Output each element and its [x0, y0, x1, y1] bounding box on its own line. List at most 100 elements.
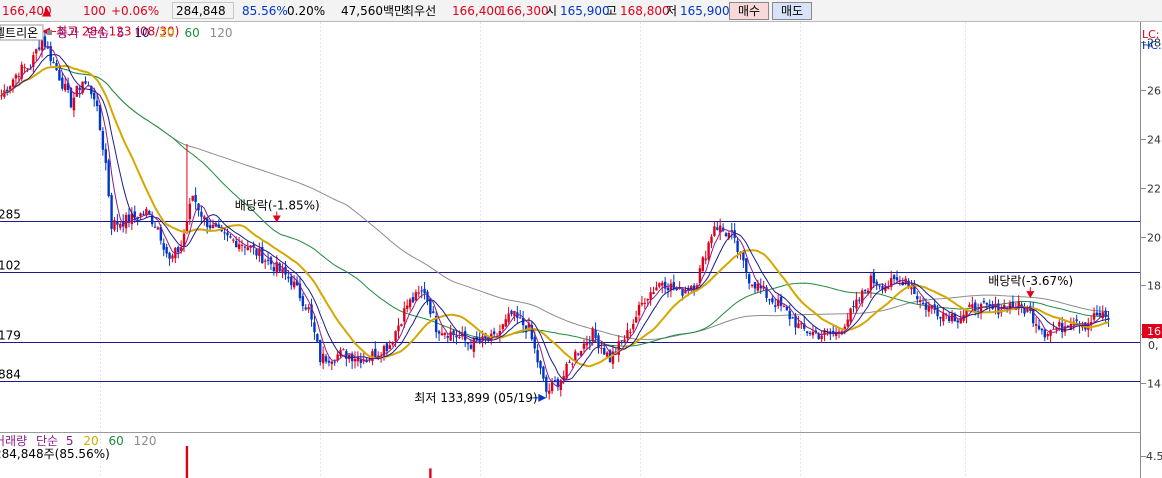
candle-body	[884, 286, 887, 291]
candle-body	[281, 268, 284, 273]
open-price: 165,900	[560, 4, 610, 18]
ma-period-20: 20	[159, 26, 174, 40]
candle-body	[127, 214, 131, 223]
candle-body	[179, 247, 183, 251]
candle-body	[232, 239, 235, 241]
candle-body	[791, 317, 794, 319]
candle-body	[530, 324, 534, 340]
high-price: 168,800	[620, 4, 670, 18]
candle-body	[585, 343, 589, 346]
candle-body	[513, 310, 516, 316]
candle-body	[736, 240, 739, 252]
candle-body	[632, 323, 635, 330]
candle-body	[588, 341, 591, 344]
candle-body	[892, 275, 896, 279]
candle-body	[750, 284, 754, 287]
open-label: 시	[546, 4, 558, 18]
ma-period-10: 10	[134, 26, 149, 40]
buy-button[interactable]: 매수	[729, 2, 769, 20]
candle-body	[849, 308, 852, 322]
candle-body	[287, 276, 290, 279]
candle-body	[1011, 301, 1015, 308]
candle-body	[342, 349, 345, 351]
candle-body	[759, 285, 762, 289]
candle-body	[226, 232, 229, 236]
horizontal-line-label: 884	[0, 368, 21, 382]
candle-body	[37, 47, 41, 50]
candle-body	[747, 274, 751, 284]
candle-body	[101, 131, 105, 150]
candle-body	[771, 298, 774, 303]
candle-body	[466, 343, 470, 345]
candle-body	[794, 315, 797, 328]
candle-body	[504, 319, 507, 327]
current-price-badge	[1142, 324, 1162, 338]
ma5-path	[1, 45, 1109, 388]
candle-body	[942, 313, 945, 322]
candle-body	[307, 307, 310, 310]
candle-body	[797, 323, 800, 329]
candle-body	[872, 272, 875, 284]
candle-body	[1069, 324, 1073, 330]
candle-body	[701, 257, 705, 272]
ma-type-label: 단순	[87, 26, 109, 40]
candle-body	[1063, 326, 1067, 333]
candle-body	[1008, 303, 1012, 310]
ma10-path	[1, 54, 1109, 381]
candle-body	[858, 299, 861, 301]
y-tick-label: 28	[1147, 37, 1161, 50]
candle-body	[446, 335, 449, 338]
best-quote-label: 최우선	[403, 4, 437, 18]
candle-body	[953, 314, 957, 322]
volume-value: 284,848	[176, 4, 226, 18]
candle-body	[947, 316, 951, 321]
sell-button[interactable]: 매도	[772, 2, 812, 20]
low-arrow-icon	[538, 393, 547, 402]
candle-body	[536, 350, 539, 363]
candle-body	[643, 302, 647, 304]
candle-body	[620, 340, 623, 342]
candle-body	[191, 195, 194, 201]
candle-body	[290, 276, 293, 286]
candle-body	[1034, 324, 1038, 326]
candle-body	[1052, 328, 1055, 330]
candle-body	[959, 317, 962, 324]
candle-body	[278, 263, 281, 272]
candle-body	[148, 210, 151, 214]
stock-name-box[interactable]	[0, 24, 44, 41]
volume-tick-label: 4.5	[1146, 450, 1162, 463]
candle-body	[889, 278, 893, 287]
candle-body	[487, 337, 490, 341]
candle-body	[921, 302, 925, 305]
candle-body	[145, 208, 148, 216]
candle-body	[177, 246, 180, 253]
candle-body	[640, 302, 644, 305]
candle-body	[716, 227, 719, 230]
candle-body	[385, 343, 389, 352]
candle-body	[110, 195, 113, 229]
candle-body	[353, 358, 357, 362]
candle-body	[1046, 334, 1049, 337]
candle-body	[429, 298, 432, 314]
candle-body	[400, 324, 403, 326]
candle-body	[449, 331, 452, 341]
candle-body	[72, 97, 76, 111]
candle-body	[258, 248, 261, 256]
candle-body	[188, 203, 192, 220]
candle-body	[240, 244, 244, 246]
candle-body	[521, 317, 525, 326]
y-tick-label: 18	[1147, 280, 1161, 293]
dividend-arrow-icon	[272, 215, 281, 223]
grid	[100, 22, 966, 478]
candle-body	[458, 336, 461, 338]
candle-body	[423, 288, 426, 294]
candle-body	[481, 336, 484, 341]
y-tick-label: 14	[1147, 378, 1161, 391]
candle-body	[910, 287, 913, 290]
current-price-sub-label: 0,	[1148, 339, 1159, 352]
candle-body	[229, 236, 232, 238]
candle-body	[20, 64, 23, 79]
candle-body	[652, 292, 655, 295]
candle-body	[507, 313, 510, 322]
candle-body	[1049, 330, 1052, 336]
